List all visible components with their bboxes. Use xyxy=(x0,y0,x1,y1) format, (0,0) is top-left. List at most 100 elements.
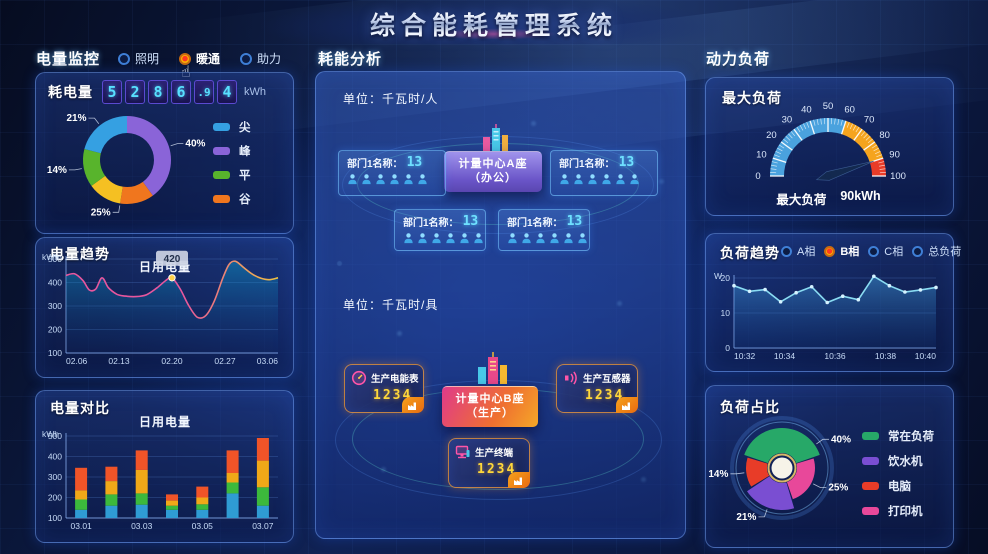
digit-box: 4 xyxy=(217,80,237,104)
person-icons xyxy=(559,173,649,185)
department-label: 部门1名称： xyxy=(559,159,615,170)
radio-label: A相 xyxy=(797,246,816,258)
svg-text:14%: 14% xyxy=(47,165,67,176)
legend-item[interactable]: 饮水机 xyxy=(862,453,934,469)
svg-text:420: 420 xyxy=(164,254,181,265)
legend-item[interactable]: 打印机 xyxy=(862,503,934,519)
svg-text:400: 400 xyxy=(48,278,62,288)
radio-label: 助力 xyxy=(257,52,282,66)
legend-swatch xyxy=(862,507,879,515)
radio-option[interactable]: 暖通 xyxy=(179,50,220,67)
legend-swatch xyxy=(213,123,230,131)
person-icon xyxy=(431,232,442,244)
legend-item[interactable]: 峰 xyxy=(213,143,251,159)
svg-text:90: 90 xyxy=(889,149,900,160)
legend-swatch xyxy=(862,432,879,440)
svg-text:10: 10 xyxy=(721,308,731,318)
department-value: 13 xyxy=(462,214,479,229)
person-icon xyxy=(549,232,560,244)
legend-item[interactable]: 谷 xyxy=(213,191,251,207)
radio-dot[interactable] xyxy=(912,245,924,257)
metering-center-b-node[interactable]: 计量中心B座 （生产） xyxy=(442,386,538,427)
department-card[interactable]: 部门1名称： 13 xyxy=(498,209,590,251)
person-icon xyxy=(375,173,386,185)
radio-option[interactable]: B相 xyxy=(824,243,859,259)
person-icons xyxy=(403,232,483,244)
department-value: 13 xyxy=(618,155,635,170)
radio-dot[interactable] xyxy=(868,245,880,257)
svg-text:100: 100 xyxy=(48,348,62,358)
radio-label: 暖通 xyxy=(196,52,221,66)
radio-dot[interactable] xyxy=(240,52,253,65)
legend-item[interactable]: 平 xyxy=(213,167,251,183)
platform-ring-outer xyxy=(335,380,662,500)
radio-option[interactable]: A相 xyxy=(781,243,815,259)
unit-per-device-label: 单位：千瓦时/具 xyxy=(343,298,439,312)
gauge-caption-value: 90kWh xyxy=(840,189,881,203)
legend-item[interactable]: 尖 xyxy=(213,119,251,135)
radio-option[interactable]: 照明 xyxy=(118,50,159,67)
radio-dot[interactable] xyxy=(118,52,130,65)
producer-card-meter[interactable]: 生产电能表 1234 xyxy=(344,364,424,413)
title-pink-glow xyxy=(404,26,584,42)
radio-option[interactable]: C相 xyxy=(868,243,903,259)
person-icon xyxy=(559,173,570,185)
person-icon xyxy=(573,173,584,185)
load-share-legend: 常在负荷饮水机电脑打印机 xyxy=(862,428,934,519)
department-label: 部门1名称： xyxy=(403,218,459,229)
svg-text:10:38: 10:38 xyxy=(875,351,897,361)
legend-swatch xyxy=(213,147,230,155)
legend-label: 谷 xyxy=(239,194,251,206)
load-share-rose-chart[interactable]: 40% 25% 21% 14% xyxy=(704,408,880,538)
svg-text:300: 300 xyxy=(48,472,62,482)
radio-label: C相 xyxy=(884,246,904,258)
svg-text:02.06: 02.06 xyxy=(66,356,88,366)
svg-text:60: 60 xyxy=(844,104,855,115)
department-card[interactable]: 部门1名称： 13 xyxy=(338,150,446,196)
producer-value: 1234 xyxy=(373,388,413,403)
svg-text:50: 50 xyxy=(823,101,834,112)
unit-per-person-label: 单位：千瓦时/人 xyxy=(343,92,439,106)
consumption-label: 耗电量 xyxy=(48,84,93,100)
radio-option[interactable]: 总负荷 xyxy=(912,243,961,259)
svg-text:03.07: 03.07 xyxy=(252,521,274,531)
radio-dot[interactable] xyxy=(179,52,192,65)
digit-box: .9 xyxy=(194,80,214,104)
legend-item[interactable]: 电脑 xyxy=(862,478,934,494)
legend-label: 电脑 xyxy=(888,481,911,493)
svg-text:03.03: 03.03 xyxy=(131,521,153,531)
legend-item[interactable]: 常在负荷 xyxy=(862,428,934,444)
svg-text:20: 20 xyxy=(766,130,777,141)
legend-label: 饮水机 xyxy=(888,456,923,468)
department-card[interactable]: 部门1名称： 13 xyxy=(394,209,486,251)
max-load-gauge-chart[interactable]: 0 10 20 30 40 50 60 70 80 90 100 xyxy=(738,98,922,194)
radio-option[interactable]: 助力 xyxy=(240,50,281,67)
load-trend-chart[interactable]: 0 10 20W 10:32 10:34 10:36 10:38 10:40 xyxy=(712,271,944,364)
radio-dot[interactable] xyxy=(781,245,792,257)
building-icon xyxy=(483,124,508,152)
svg-text:40: 40 xyxy=(801,104,812,115)
producer-label: 生产电能表 xyxy=(371,374,419,385)
svg-text:40%: 40% xyxy=(185,139,205,150)
person-icon xyxy=(459,232,470,244)
building-icon xyxy=(478,352,507,384)
digit-box: 5 xyxy=(102,80,122,104)
svg-text:03.05: 03.05 xyxy=(192,521,214,531)
center-b-line1: 计量中心B座 xyxy=(455,393,525,406)
department-label: 部门1名称： xyxy=(507,218,563,229)
department-card[interactable]: 部门1名称： 13 xyxy=(550,150,658,196)
peak-valley-donut-chart[interactable]: 40% 25% 14% 21% xyxy=(40,106,235,218)
svg-text:10:36: 10:36 xyxy=(824,351,846,361)
metering-center-a-node[interactable]: 计量中心A座 （办公） xyxy=(444,151,542,192)
svg-text:03.06: 03.06 xyxy=(257,356,279,366)
person-icon xyxy=(445,232,456,244)
consumption-unit: kWh xyxy=(244,86,266,98)
producer-card-transformer[interactable]: 生产互感器 1234 xyxy=(556,364,638,413)
department-value: 13 xyxy=(566,214,583,229)
producer-card-terminal[interactable]: 生产终端 1234 xyxy=(448,438,530,488)
radio-dot[interactable] xyxy=(824,245,836,257)
person-icons xyxy=(347,173,437,185)
